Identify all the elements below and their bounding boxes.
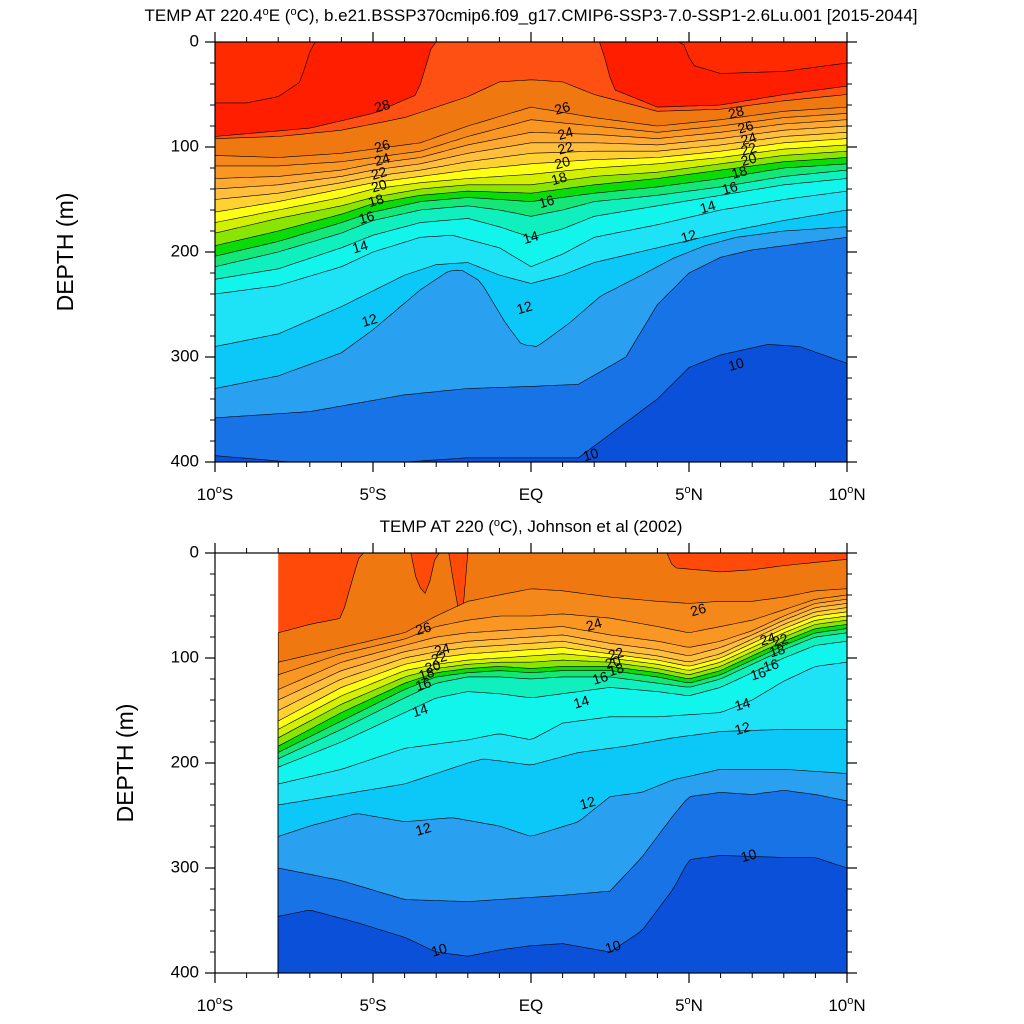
contour-label-18: 18: [549, 168, 569, 188]
contour-label-14: 14: [521, 227, 541, 247]
contour-label-26: 26: [688, 600, 708, 620]
y-tick-label: 0: [190, 31, 199, 50]
y-tick-label: 200: [171, 752, 199, 771]
contour-label-14: 14: [733, 694, 753, 714]
y-tick-label: 400: [171, 451, 199, 470]
top-contour-labels: 2826242220181614122624222018161412282624…: [350, 96, 758, 464]
contour-label-16: 16: [537, 192, 557, 212]
contour-label-10: 10: [603, 937, 623, 957]
contour-label-16: 16: [590, 668, 610, 688]
bottom-contour-labels: 2624222018161412102624222018161412102422…: [410, 600, 790, 960]
contour-band-10: [277, 855, 847, 973]
bottom-y-axis-label: DEPTH (m): [112, 704, 138, 823]
contour-label-12: 12: [414, 819, 434, 839]
contour-label-14: 14: [698, 197, 718, 217]
contour-label-14: 14: [410, 700, 430, 720]
y-tick-label: 100: [171, 647, 199, 666]
contour-label-16: 16: [748, 664, 768, 684]
contour-label-12: 12: [578, 793, 598, 813]
x-tick-label: EQ: [519, 996, 544, 1015]
top-panel-title: TEMP AT 220.4oE (oC), b.e21.BSSP370cmip6…: [145, 6, 918, 25]
contour-label-24: 24: [432, 639, 452, 659]
contour-label-26: 26: [414, 618, 434, 638]
x-tick-label: 10oN: [828, 484, 865, 504]
x-tick-label: 5oN: [675, 484, 703, 504]
x-tick-label: 5oS: [360, 484, 387, 504]
contour-label-20: 20: [603, 652, 623, 672]
x-tick-label: 5oS: [360, 995, 387, 1015]
contour-label-24: 24: [739, 129, 759, 149]
x-tick-label: 10oS: [197, 995, 233, 1015]
contour-label-22: 22: [429, 648, 449, 668]
top-y-axis-label: DEPTH (m): [52, 193, 78, 312]
x-tick-label: 5oN: [675, 995, 703, 1015]
contour-label-10: 10: [429, 940, 449, 960]
contour-label-24: 24: [556, 123, 576, 143]
contour-label-22: 22: [771, 630, 791, 650]
contour-label-18: 18: [417, 664, 437, 684]
bottom-axes: 0 100 200 300 400 10oS 5oS EQ 5oN 10oN: [171, 542, 866, 1015]
contour-label-10: 10: [581, 445, 601, 465]
top-axes: 0 100 200 300 400 10oS 5oS EQ 5oN 10oN: [171, 31, 866, 504]
contour-label-20: 20: [739, 149, 759, 169]
contour-label-22: 22: [606, 644, 626, 664]
contour-band-10: [215, 344, 847, 462]
contour-label-14: 14: [350, 237, 370, 257]
contour-label-12: 12: [360, 310, 380, 330]
top-plot-area: [215, 42, 847, 462]
contour-label-24: 24: [584, 614, 604, 634]
contour-label-20: 20: [369, 176, 389, 196]
contour-label-12: 12: [679, 226, 699, 246]
contour-label-28: 28: [726, 102, 746, 122]
y-tick-label: 300: [171, 857, 199, 876]
contour-label-16: 16: [720, 178, 740, 198]
contour-label-28: 28: [372, 96, 392, 116]
contour-label-12: 12: [515, 298, 535, 318]
y-tick-label: 400: [171, 962, 199, 981]
contour-label-22: 22: [739, 139, 759, 159]
bottom-panel-title: TEMP AT 220 (oC), Johnson et al (2002): [380, 517, 683, 536]
contour-label-22: 22: [369, 163, 389, 183]
contour-label-24: 24: [758, 629, 778, 649]
contour-label-16: 16: [357, 207, 377, 227]
contour-label-20: 20: [553, 153, 573, 173]
bottom-plot-area: [277, 553, 847, 973]
bottom-panel: TEMP AT 220 (oC), Johnson et al (2002) D…: [112, 517, 866, 1015]
contour-label-24: 24: [372, 149, 392, 169]
y-tick-label: 0: [190, 542, 199, 561]
contour-label-16: 16: [761, 655, 781, 675]
y-tick-label: 100: [171, 136, 199, 155]
y-tick-label: 300: [171, 346, 199, 365]
contour-label-18: 18: [730, 162, 750, 182]
contour-label-26: 26: [553, 98, 573, 118]
contour-label-18: 18: [767, 641, 787, 661]
contour-label-10: 10: [726, 354, 746, 374]
x-tick-label: EQ: [519, 485, 544, 504]
x-tick-label: 10oS: [197, 484, 233, 504]
contour-label-16: 16: [414, 674, 434, 694]
contour-label-18: 18: [606, 659, 626, 679]
contour-label-14: 14: [572, 692, 592, 712]
contour-label-22: 22: [556, 138, 576, 158]
top-panel: TEMP AT 220.4oE (oC), b.e21.BSSP370cmip6…: [52, 6, 918, 504]
contour-label-12: 12: [733, 718, 753, 738]
x-tick-label: 10oN: [828, 995, 865, 1015]
contour-label-26: 26: [736, 117, 756, 137]
y-tick-label: 200: [171, 241, 199, 260]
contour-label-20: 20: [423, 656, 443, 676]
contour-label-26: 26: [372, 136, 392, 156]
contour-label-10: 10: [739, 845, 759, 865]
contour-label-18: 18: [366, 190, 386, 210]
